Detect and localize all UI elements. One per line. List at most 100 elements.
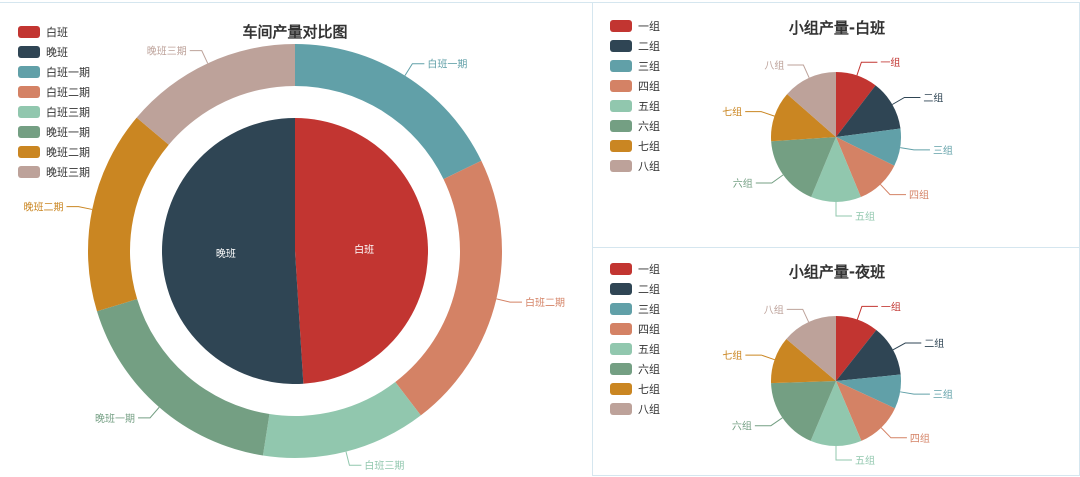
legend-swatch [18,166,40,178]
pie-slice[interactable] [161,118,304,384]
legend-item[interactable]: 二组 [610,36,660,56]
pie-slice[interactable] [96,299,270,456]
legend-item[interactable]: 七组 [610,136,660,156]
pie-slice[interactable] [771,381,836,441]
label-line [892,97,921,105]
legend-swatch [610,263,632,275]
legend-swatch [610,363,632,375]
legend-item[interactable]: 三组 [610,299,660,319]
legend-item[interactable]: 晚班三期 [18,162,90,182]
pie-slice[interactable] [136,44,295,145]
label-line [900,147,930,151]
label-line [856,61,878,76]
legend-item[interactable]: 白班 [18,22,90,42]
label-line [66,206,93,210]
slice-label: 二组 [924,337,944,350]
legend-item[interactable]: 白班三期 [18,102,90,122]
pie-slice[interactable] [810,381,862,446]
legend-label: 八组 [638,403,660,416]
legend-item[interactable]: 八组 [610,156,660,176]
legend-label: 晚班二期 [46,146,90,159]
legend-item[interactable]: 一组 [610,259,660,279]
legend-label: 一组 [638,20,660,33]
legend-swatch [18,146,40,158]
pie-slice[interactable] [836,128,901,166]
legend-item[interactable]: 晚班 [18,42,90,62]
legend-swatch [610,283,632,295]
legend-label: 二组 [638,283,660,296]
pie-slice[interactable] [836,329,901,381]
pie-slice[interactable] [787,72,836,137]
pie-slice[interactable] [836,72,876,137]
pie-slice[interactable] [771,137,836,198]
legend-item[interactable]: 七组 [610,379,660,399]
label-line [880,184,907,196]
legend-swatch [610,403,632,415]
legend-label: 晚班三期 [46,166,90,179]
workshop-output-panel: 车间产量对比图 白班 晚班 白班一期 白班二期 白班三期 晚班一期 晚班二期 晚班三期 白班一… [0,2,592,476]
slice-label: 八组 [764,303,784,316]
legend-item[interactable]: 一组 [610,16,660,36]
pie-slice[interactable] [836,381,895,441]
legend-item[interactable]: 六组 [610,359,660,379]
legend-item[interactable]: 四组 [610,76,660,96]
legend-item[interactable]: 六组 [610,116,660,136]
legend-label: 晚班 [46,46,68,59]
legend-item[interactable]: 白班二期 [18,82,90,102]
legend-swatch [610,383,632,395]
legend-item[interactable]: 八组 [610,399,660,419]
legend-label: 晚班一期 [46,126,90,139]
pie-slice[interactable] [295,118,428,384]
legend-item[interactable]: 五组 [610,96,660,116]
label-line [856,305,878,320]
legend-label: 白班一期 [46,66,90,79]
legend-item[interactable]: 晚班一期 [18,122,90,142]
pie-slice[interactable] [295,44,482,180]
pie-slice[interactable] [88,117,169,312]
slice-label: 六组 [732,420,752,433]
label-line [404,63,425,76]
pie-slice[interactable] [836,85,901,137]
legend-swatch [610,80,632,92]
legend-label: 二组 [638,40,660,53]
legend-swatch [610,343,632,355]
pie-slice[interactable] [786,316,836,381]
legend-label: 白班三期 [46,106,90,119]
label-line [786,308,810,323]
label-line [189,50,209,64]
legend-swatch [18,46,40,58]
label-line [345,451,362,466]
legend-item[interactable]: 四组 [610,319,660,339]
legend-swatch [610,303,632,315]
chart-title: 车间产量对比图 [242,23,348,41]
pie-slice[interactable] [836,316,877,381]
pie-slice[interactable] [836,374,901,409]
legend-label: 五组 [638,343,660,356]
slice-label: 二组 [923,92,943,105]
legend-item[interactable]: 三组 [610,56,660,76]
pie-slice[interactable] [771,339,836,384]
slice-label: 八组 [764,59,784,72]
legend-label: 八组 [638,160,660,173]
slice-label: 晚班一期 [95,413,135,425]
legend-item[interactable]: 二组 [610,279,660,299]
legend-item[interactable]: 晚班二期 [18,142,90,162]
slice-label: 白班 [354,243,374,256]
night-shift-group-panel: 小组产量-夜班 一组 二组 三组 四组 五组 六组 七组 八组 一组 二组 三组 四组 五组 六组 七组八… [592,247,1080,476]
legend-item[interactable]: 白班一期 [18,62,90,82]
pie-slice[interactable] [771,94,836,142]
legend-item[interactable]: 五组 [610,339,660,359]
legend: 一组二组三组 四组五组六组 七组八组 [610,259,660,419]
pie-slice[interactable] [836,137,895,198]
legend-swatch [610,60,632,72]
pie-slice[interactable] [395,160,502,416]
pie-slice[interactable] [262,382,421,458]
slice-label: 白班三期 [364,459,404,472]
legend-label: 四组 [638,80,660,93]
slice-label: 五组 [855,454,875,467]
label-line [496,298,523,303]
pie-slice[interactable] [811,137,861,202]
slice-label: 四组 [910,432,930,445]
